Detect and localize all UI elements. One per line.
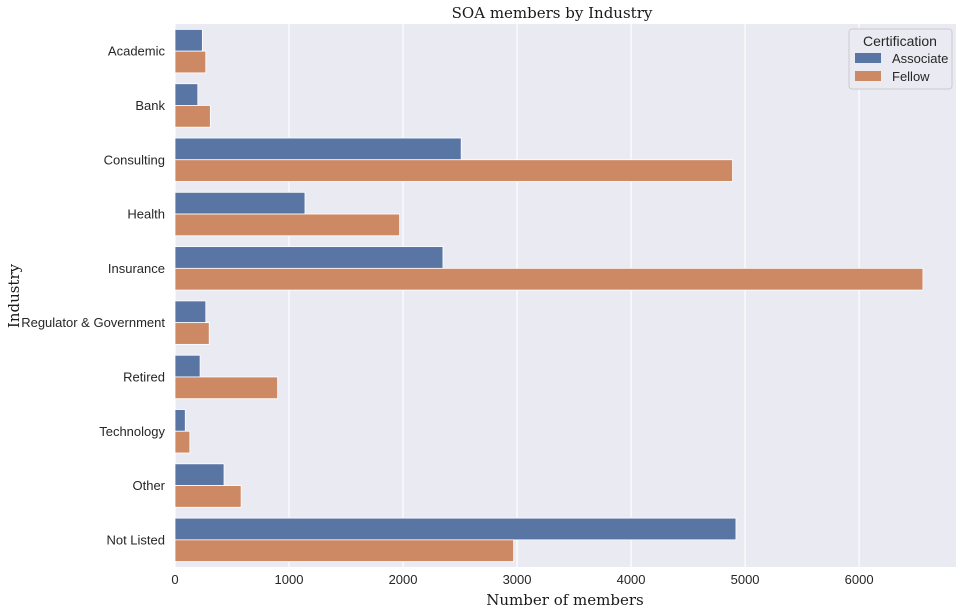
y-tick-label-regulator-government: Regulator & Government	[21, 315, 165, 330]
x-tick-label-4000: 4000	[617, 572, 646, 587]
x-tick-label-2000: 2000	[389, 572, 418, 587]
plot-area	[175, 24, 956, 567]
legend-swatch-fellow	[855, 71, 881, 81]
bar-bank-fellow	[174, 105, 211, 128]
bar-bank-associate	[174, 83, 199, 106]
y-tick-label-insurance: Insurance	[108, 261, 165, 276]
x-axis-title: Number of members	[486, 591, 643, 609]
x-tick-label-0: 0	[171, 572, 178, 587]
bar-consulting-fellow	[174, 159, 733, 182]
bar-other-fellow	[174, 485, 242, 508]
y-tick-label-technology: Technology	[99, 424, 165, 439]
y-tick-label-academic: Academic	[108, 44, 166, 59]
bar-consulting-associate	[174, 137, 462, 161]
y-tick-label-not-listed: Not Listed	[106, 532, 165, 547]
legend: Certification Associate Fellow	[848, 28, 953, 90]
bar-not-listed-fellow	[174, 539, 515, 562]
bar-retired-associate	[174, 354, 201, 378]
x-tick-label-3000: 3000	[503, 572, 532, 587]
x-tick-label-1000: 1000	[275, 572, 304, 587]
legend-label-associate: Associate	[892, 51, 948, 66]
legend-swatch-associate	[855, 53, 881, 63]
bar-academic-fellow	[174, 50, 207, 74]
y-tick-label-bank: Bank	[135, 98, 165, 113]
bars	[174, 29, 924, 562]
bar-regulator-government-fellow	[174, 322, 210, 345]
legend-title: Certification	[863, 33, 937, 49]
x-tick-label-6000: 6000	[845, 572, 874, 587]
bar-health-associate	[174, 191, 306, 215]
bar-technology-associate	[174, 409, 186, 432]
bar-health-fellow	[174, 213, 401, 237]
y-tick-label-other: Other	[132, 478, 165, 493]
legend-label-fellow: Fellow	[892, 69, 930, 84]
grid-lines	[174, 24, 860, 567]
bar-regulator-government-associate	[174, 300, 207, 324]
y-axis-title: Industry	[5, 263, 23, 328]
y-tick-label-retired: Retired	[123, 369, 165, 384]
bar-other-associate	[174, 463, 225, 486]
y-tick-label-health: Health	[127, 207, 165, 222]
bar-retired-fellow	[174, 376, 279, 400]
x-tick-labels: 0 1000 2000 3000 4000 5000 6000	[171, 572, 873, 587]
bar-not-listed-associate	[174, 517, 737, 541]
bar-academic-associate	[174, 29, 203, 52]
bar-insurance-fellow	[174, 267, 924, 291]
bar-insurance-associate	[174, 246, 444, 269]
bar-technology-fellow	[174, 430, 191, 454]
y-tick-labels: Academic Bank Consulting Health Insurance Reg…	[21, 44, 165, 548]
chart-title: SOA members by Industry	[452, 4, 653, 22]
x-tick-label-5000: 5000	[731, 572, 760, 587]
y-tick-label-consulting: Consulting	[104, 152, 165, 167]
